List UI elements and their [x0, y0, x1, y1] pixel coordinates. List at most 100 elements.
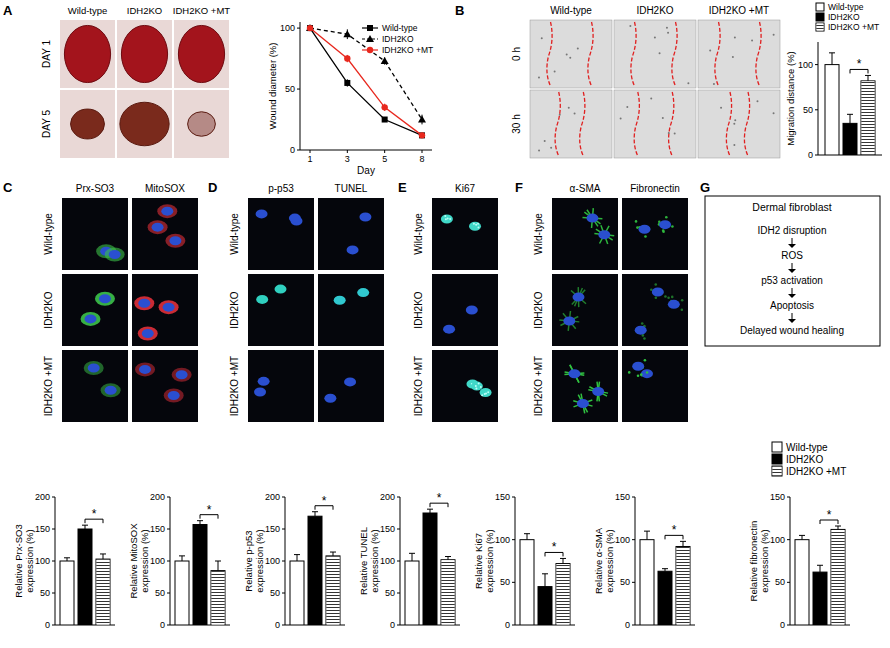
marker — [419, 132, 425, 138]
marker — [418, 116, 426, 123]
tick — [815, 155, 818, 156]
legend-swatch — [816, 3, 824, 11]
tick — [282, 497, 285, 498]
tick — [297, 28, 300, 29]
nucleus — [592, 387, 604, 396]
error-bar — [82, 525, 88, 529]
nucleus — [639, 225, 651, 234]
error-stem — [103, 554, 104, 559]
nucleus — [256, 295, 268, 304]
row-label: IDH2KO — [43, 291, 54, 328]
row-label: IDH2KO +MT — [43, 356, 54, 416]
y-axis: 050100150200Relative MitoSOXexpression (… — [128, 492, 170, 630]
axis-title: Relative α-SMA — [593, 527, 604, 594]
panel-label: F — [515, 180, 523, 195]
axis-title: Relative Ki67 — [473, 533, 484, 589]
scratch-edge — [631, 22, 636, 86]
image — [530, 20, 612, 88]
image — [248, 198, 314, 270]
legend: Wild-typeIDH2KOIDH2KO +MT — [362, 23, 433, 55]
tick — [632, 625, 635, 626]
error-bar — [215, 561, 221, 571]
error-cap — [560, 558, 566, 559]
image — [132, 274, 198, 346]
nucleus — [138, 299, 150, 308]
tick-label: 50 — [385, 588, 395, 598]
legend-label: Wild-type — [828, 2, 864, 12]
tick — [52, 529, 55, 530]
tick-label: 150 — [770, 492, 785, 502]
cell-dot — [667, 32, 669, 34]
cell-dot — [709, 50, 711, 52]
error-bar — [197, 521, 203, 525]
nucleus — [659, 220, 671, 229]
plot-area — [640, 531, 690, 625]
legend-label: IDH2KO — [828, 12, 860, 22]
cell-dot — [668, 132, 670, 134]
image — [60, 90, 115, 158]
field — [132, 198, 198, 270]
image — [174, 90, 229, 158]
tick-label: 0 — [625, 620, 630, 630]
tick-label: 50 — [500, 577, 510, 587]
tick-label: 200 — [380, 492, 395, 502]
speck — [646, 371, 649, 374]
cell-dot — [569, 57, 571, 59]
error-cap — [330, 552, 336, 553]
field — [318, 350, 384, 422]
hatch — [862, 81, 875, 154]
cell-dot — [577, 47, 579, 49]
marker — [367, 25, 373, 31]
axis-title: Day — [357, 165, 375, 176]
error-bar — [179, 556, 185, 561]
nucleus — [161, 207, 173, 216]
nucleus — [471, 382, 483, 391]
column-label: Wild-type — [68, 5, 108, 16]
error-stem — [820, 565, 821, 572]
bar — [60, 561, 74, 625]
fiber — [589, 387, 607, 396]
tick — [384, 150, 385, 153]
panel-label: G — [700, 180, 710, 195]
plot-area — [60, 525, 110, 625]
y-axis: 050100150200Relative TUNELexpression (%) — [358, 492, 400, 630]
nucleus — [334, 296, 346, 305]
axis-title: Wound diameter (%) — [267, 43, 278, 130]
column-label: IDH2KO — [636, 5, 673, 16]
tick — [52, 625, 55, 626]
panel-label: A — [3, 3, 13, 18]
error-cap — [524, 533, 530, 534]
image — [530, 90, 612, 158]
column-label: Prx-SO3 — [76, 183, 115, 194]
error-bar — [644, 531, 650, 540]
error-bar — [427, 509, 433, 513]
error-cap — [680, 541, 686, 542]
error-cap — [865, 75, 871, 76]
figure: AWild-typeIDH2KOIDH2KO +MTDAY 1DAY 5BWil… — [0, 0, 890, 648]
significance-label: * — [207, 503, 212, 517]
scratch-edge — [672, 22, 677, 86]
axis-title: expression (%) — [369, 529, 380, 592]
tick-label: 0 — [390, 620, 395, 630]
tick — [297, 89, 300, 90]
error-cap — [799, 535, 805, 536]
axis-title: expression (%) — [484, 529, 495, 592]
tick-label: 50 — [620, 577, 630, 587]
fiber — [596, 229, 613, 240]
panel-label: C — [3, 180, 13, 195]
field — [432, 274, 498, 346]
tick — [167, 593, 170, 594]
field — [622, 274, 688, 346]
ki67-dot — [480, 386, 482, 388]
error-bar — [680, 541, 686, 546]
y-axis: 050100150Relative fibronectinexpression … — [748, 492, 790, 630]
wound — [120, 102, 169, 146]
nucleus — [586, 214, 598, 223]
stain — [81, 312, 101, 326]
image — [698, 20, 780, 88]
stain — [95, 292, 115, 306]
wound — [178, 25, 224, 82]
tick-label: 100 — [380, 556, 395, 566]
tick-label: 50 — [155, 588, 165, 598]
wound — [121, 25, 167, 82]
